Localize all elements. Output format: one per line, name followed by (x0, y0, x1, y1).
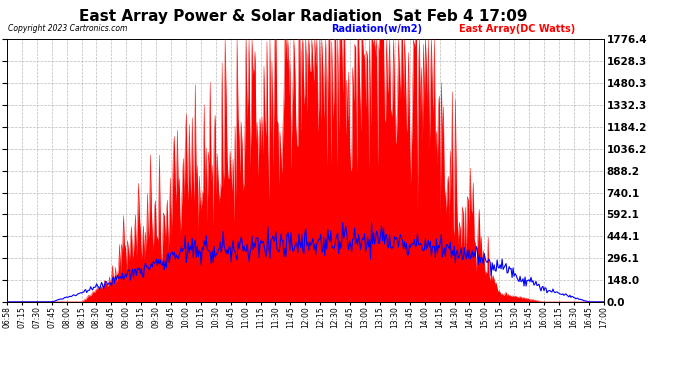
Text: East Array(DC Watts): East Array(DC Watts) (459, 24, 575, 34)
Text: Radiation(w/m2): Radiation(w/m2) (331, 24, 422, 34)
Text: Copyright 2023 Cartronics.com: Copyright 2023 Cartronics.com (8, 24, 128, 33)
Text: East Array Power & Solar Radiation  Sat Feb 4 17:09: East Array Power & Solar Radiation Sat F… (79, 9, 528, 24)
